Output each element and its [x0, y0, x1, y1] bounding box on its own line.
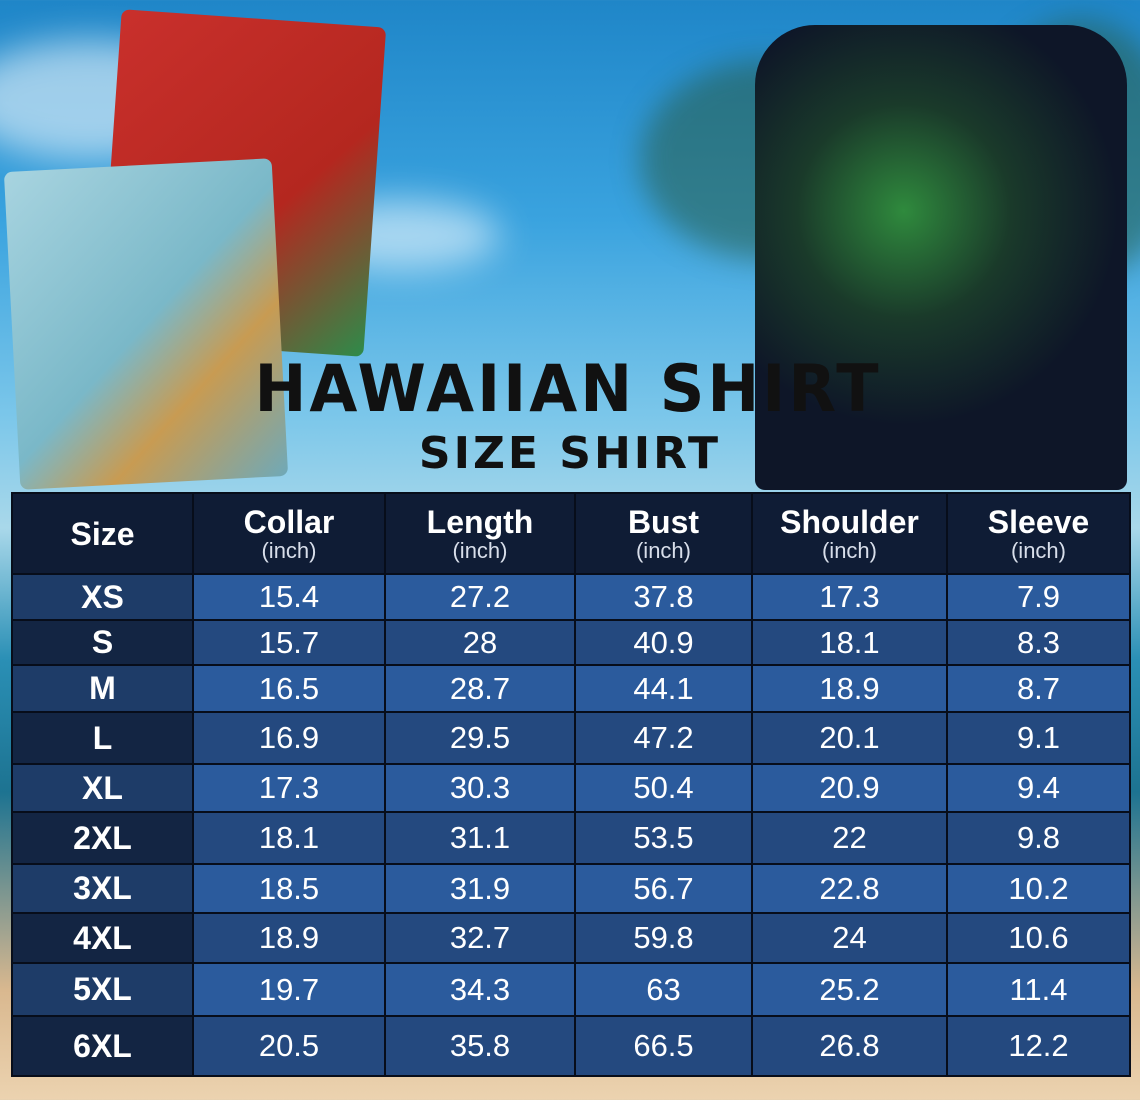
cell-length: 35.8 [384, 1015, 576, 1077]
cell-size: 5XL [11, 962, 194, 1017]
cell-size: L [11, 711, 194, 765]
cell-collar: 18.5 [192, 863, 386, 914]
cell-sleeve: 9.8 [946, 811, 1131, 865]
table-row: XL 17.3 30.3 50.4 20.9 9.4 [11, 763, 1131, 813]
cell-length: 27.2 [384, 573, 576, 621]
cell-length: 34.3 [384, 962, 576, 1017]
cell-size: 2XL [11, 811, 194, 865]
cell-collar: 19.7 [192, 962, 386, 1017]
cell-collar: 15.4 [192, 573, 386, 621]
cell-bust: 44.1 [574, 664, 753, 713]
cell-collar: 18.1 [192, 811, 386, 865]
cell-collar: 16.9 [192, 711, 386, 765]
page-title: HAWAIIAN SHIRT [254, 350, 882, 427]
header-size: Size [11, 492, 194, 575]
table-row: S 15.7 28 40.9 18.1 8.3 [11, 619, 1131, 666]
size-table: Size Collar (inch) Length (inch) Bust (inch… [11, 492, 1131, 1077]
header-shoulder: Shoulder (inch) [751, 492, 948, 575]
cell-length: 28.7 [384, 664, 576, 713]
cell-sleeve: 12.2 [946, 1015, 1131, 1077]
table-row: M 16.5 28.7 44.1 18.9 8.7 [11, 664, 1131, 713]
table-row: 5XL 19.7 34.3 63 25.2 11.4 [11, 962, 1131, 1017]
cell-bust: 47.2 [574, 711, 753, 765]
cell-bust: 37.8 [574, 573, 753, 621]
cell-length: 29.5 [384, 711, 576, 765]
cell-shoulder: 20.1 [751, 711, 948, 765]
cell-shoulder: 22.8 [751, 863, 948, 914]
cell-bust: 56.7 [574, 863, 753, 914]
cell-collar: 17.3 [192, 763, 386, 813]
cell-size: XL [11, 763, 194, 813]
header-bust: Bust (inch) [574, 492, 753, 575]
cell-bust: 50.4 [574, 763, 753, 813]
cell-size: S [11, 619, 194, 666]
cell-shoulder: 22 [751, 811, 948, 865]
cell-sleeve: 7.9 [946, 573, 1131, 621]
cell-sleeve: 10.2 [946, 863, 1131, 914]
table-row: 2XL 18.1 31.1 53.5 22 9.8 [11, 811, 1131, 865]
cell-shoulder: 25.2 [751, 962, 948, 1017]
cell-bust: 40.9 [574, 619, 753, 666]
model-flamingo-shirt-image [755, 25, 1127, 490]
cell-bust: 66.5 [574, 1015, 753, 1077]
header-collar: Collar (inch) [192, 492, 386, 575]
cell-sleeve: 10.6 [946, 912, 1131, 964]
cell-length: 31.9 [384, 863, 576, 914]
cell-shoulder: 26.8 [751, 1015, 948, 1077]
cell-sleeve: 8.3 [946, 619, 1131, 666]
cell-size: 6XL [11, 1015, 194, 1077]
cell-sleeve: 11.4 [946, 962, 1131, 1017]
table-row: L 16.9 29.5 47.2 20.1 9.1 [11, 711, 1131, 765]
table-row: 3XL 18.5 31.9 56.7 22.8 10.2 [11, 863, 1131, 914]
cell-bust: 59.8 [574, 912, 753, 964]
table-header-row: Size Collar (inch) Length (inch) Bust (inch… [11, 492, 1131, 575]
cell-shoulder: 18.1 [751, 619, 948, 666]
cell-shoulder: 18.9 [751, 664, 948, 713]
cell-sleeve: 9.1 [946, 711, 1131, 765]
table-row: XS 15.4 27.2 37.8 17.3 7.9 [11, 573, 1131, 621]
cell-shoulder: 20.9 [751, 763, 948, 813]
table-row: 4XL 18.9 32.7 59.8 24 10.6 [11, 912, 1131, 964]
cell-shoulder: 24 [751, 912, 948, 964]
cell-size: 3XL [11, 863, 194, 914]
cell-length: 32.7 [384, 912, 576, 964]
cell-collar: 18.9 [192, 912, 386, 964]
cell-length: 30.3 [384, 763, 576, 813]
cell-collar: 20.5 [192, 1015, 386, 1077]
cell-collar: 16.5 [192, 664, 386, 713]
cell-size: XS [11, 573, 194, 621]
cell-length: 28 [384, 619, 576, 666]
cell-length: 31.1 [384, 811, 576, 865]
cell-bust: 63 [574, 962, 753, 1017]
cell-sleeve: 8.7 [946, 664, 1131, 713]
header-length: Length (inch) [384, 492, 576, 575]
cell-sleeve: 9.4 [946, 763, 1131, 813]
cell-bust: 53.5 [574, 811, 753, 865]
page-subtitle: SIZE SHIRT [418, 428, 722, 479]
table-row: 6XL 20.5 35.8 66.5 26.8 12.2 [11, 1015, 1131, 1077]
cell-size: 4XL [11, 912, 194, 964]
cell-size: M [11, 664, 194, 713]
header-sleeve: Sleeve (inch) [946, 492, 1131, 575]
cell-shoulder: 17.3 [751, 573, 948, 621]
cell-collar: 15.7 [192, 619, 386, 666]
